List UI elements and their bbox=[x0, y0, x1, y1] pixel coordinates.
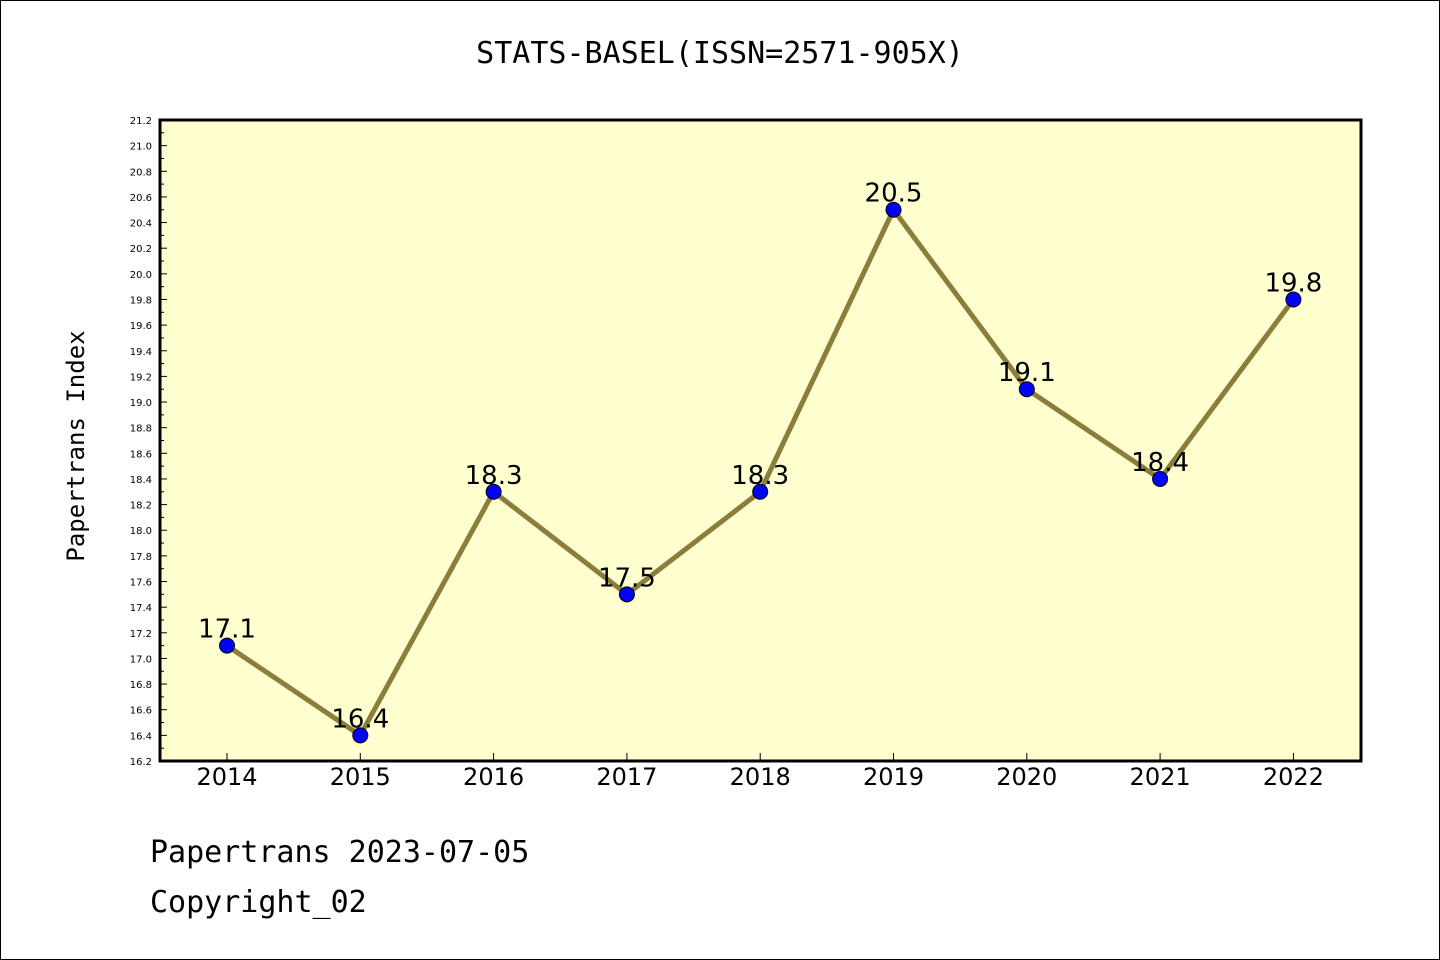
y-axis-ticks: 16.2 16.4 16.6 16.8 17.0 17.2 17.4 17.6 17.8 18.0… bbox=[130, 116, 167, 768]
data-label: 19.8 bbox=[1264, 268, 1322, 298]
data-point-marker bbox=[1018, 381, 1035, 398]
y-axis-title: Papertrans Index bbox=[62, 330, 90, 561]
y-tick-label: 17.2 bbox=[130, 629, 152, 640]
y-tick-label: 17.6 bbox=[130, 578, 152, 589]
data-point-marker bbox=[1285, 291, 1302, 308]
y-tick-label: 21.0 bbox=[130, 142, 152, 153]
x-tick-label: 2020 bbox=[996, 763, 1057, 791]
y-tick-label: 19.4 bbox=[130, 347, 152, 358]
y-tick-label: 19.0 bbox=[130, 398, 152, 409]
y-tick-label: 16.4 bbox=[130, 731, 152, 742]
y-tick-label: 18.0 bbox=[130, 526, 152, 537]
data-point-marker bbox=[352, 727, 369, 744]
x-tick-label: 2015 bbox=[330, 763, 391, 791]
data-labels: 17.1 16.4 18.3 17.5 18.3 20.5 19.1 18.4 19.8 bbox=[198, 179, 1322, 735]
data-label: 19.1 bbox=[998, 358, 1056, 388]
x-tick-label: 2017 bbox=[596, 763, 657, 791]
data-point-marker bbox=[618, 586, 635, 603]
y-tick-label: 18.6 bbox=[130, 449, 152, 460]
y-tick-label: 16.2 bbox=[130, 757, 152, 768]
data-point-marker bbox=[885, 201, 902, 218]
y-tick-label: 17.8 bbox=[130, 552, 152, 563]
y-tick-label: 21.2 bbox=[130, 116, 152, 127]
y-tick-label: 16.8 bbox=[130, 680, 152, 691]
data-label: 17.5 bbox=[598, 563, 656, 593]
data-label: 17.1 bbox=[198, 615, 256, 645]
y-tick-label: 19.6 bbox=[130, 321, 152, 332]
data-label: 16.4 bbox=[331, 704, 389, 734]
y-tick-label: 18.2 bbox=[130, 501, 152, 512]
data-point-marker bbox=[485, 483, 502, 500]
y-tick-label: 20.2 bbox=[130, 244, 152, 255]
y-tick-label: 20.4 bbox=[130, 219, 152, 230]
data-label: 18.4 bbox=[1131, 448, 1189, 478]
plot-border bbox=[158, 118, 1363, 763]
x-tick-label: 2018 bbox=[730, 763, 791, 791]
x-axis-ticks: 2014 2015 2016 2017 2018 2019 2020 2021 2022 bbox=[196, 753, 1324, 791]
data-point-marker bbox=[219, 637, 235, 654]
data-label: 18.3 bbox=[731, 461, 789, 491]
y-tick-label: 17.4 bbox=[130, 603, 152, 614]
y-tick-label: 20.0 bbox=[130, 270, 152, 281]
chart-title: STATS-BASEL(ISSN=2571-905X) bbox=[476, 36, 964, 71]
y-tick-label: 19.8 bbox=[130, 295, 152, 306]
data-label: 20.5 bbox=[865, 179, 923, 209]
y-tick-label: 19.2 bbox=[130, 372, 152, 383]
y-tick-label: 20.8 bbox=[130, 167, 152, 178]
y-tick-label: 17.0 bbox=[130, 654, 152, 665]
y-tick-label: 20.6 bbox=[130, 193, 152, 204]
x-tick-label: 2022 bbox=[1263, 763, 1324, 791]
plot-area bbox=[160, 120, 1361, 761]
x-tick-label: 2021 bbox=[1130, 763, 1191, 791]
y-tick-label: 16.6 bbox=[130, 706, 152, 717]
data-points bbox=[219, 201, 1302, 744]
data-point-marker bbox=[752, 483, 769, 500]
x-tick-label: 2016 bbox=[463, 763, 524, 791]
x-tick-label: 2019 bbox=[863, 763, 924, 791]
footer-date: Papertrans 2023-07-05 bbox=[150, 835, 530, 870]
footer-copyright: Copyright_02 bbox=[150, 885, 367, 920]
data-point-marker bbox=[1152, 470, 1169, 487]
x-tick-label: 2014 bbox=[196, 763, 257, 791]
y-tick-label: 18.4 bbox=[130, 475, 152, 486]
data-label: 18.3 bbox=[465, 461, 523, 491]
y-tick-label: 18.8 bbox=[130, 424, 152, 435]
